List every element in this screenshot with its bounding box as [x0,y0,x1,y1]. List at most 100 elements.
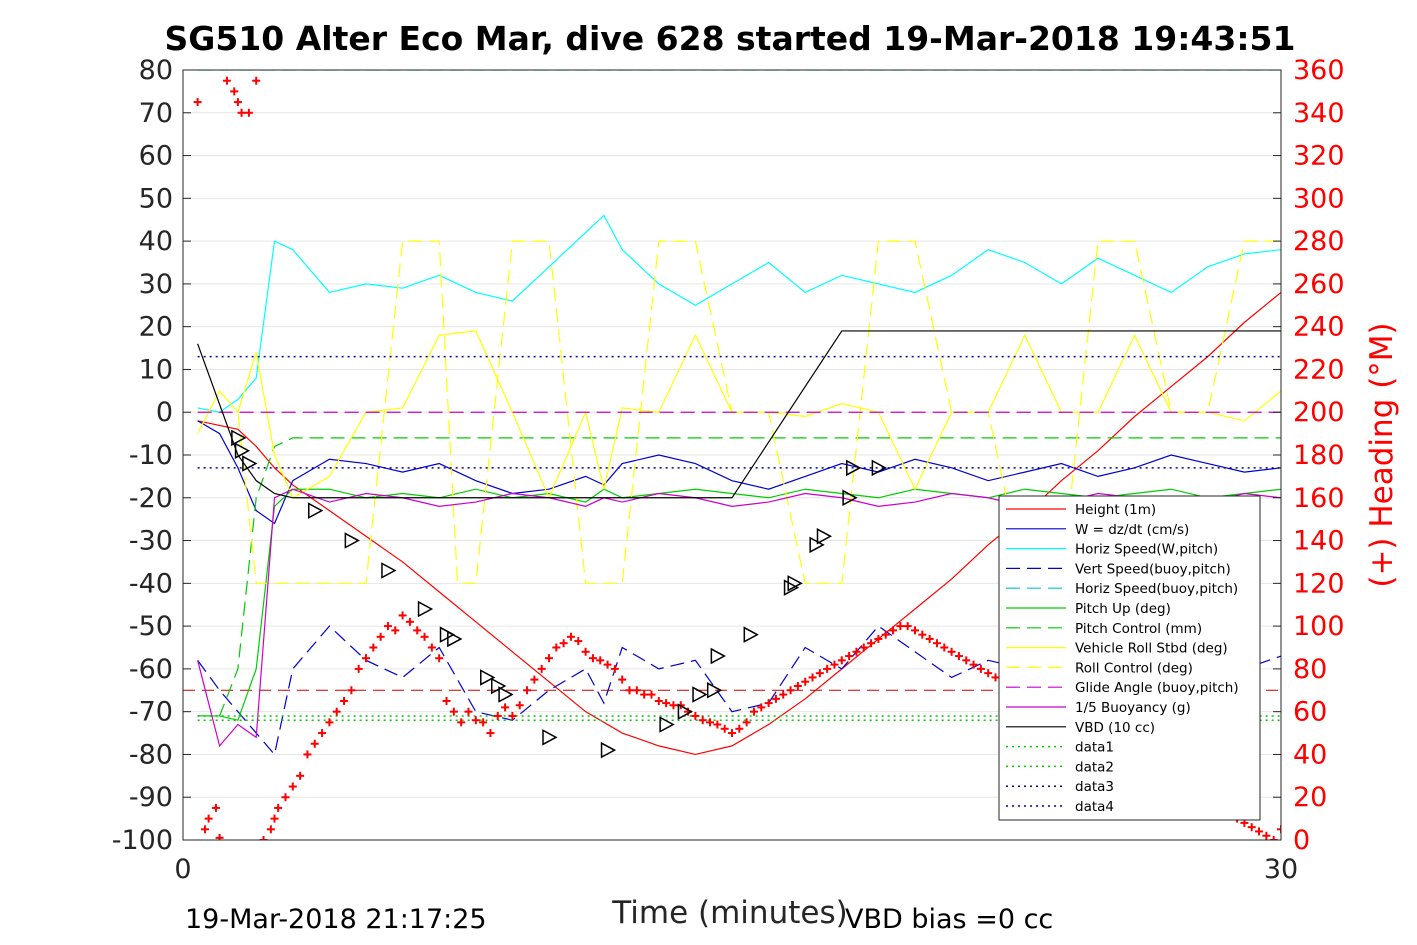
legend-label: Horiz Speed(buoy,pitch) [1075,581,1238,597]
left-tick-label: -40 [129,568,173,599]
heading-point [413,626,422,635]
heading-point [852,647,861,656]
left-tick-label: -80 [129,739,173,770]
right-tick-label: 360 [1293,55,1345,86]
triangle-marker [447,630,463,648]
heading-point [1247,823,1256,832]
heading-point [566,632,575,641]
heading-point [662,699,671,708]
series-line [197,240,1281,584]
heading-point [640,690,649,699]
left-tick-label: -30 [129,526,173,557]
heading-point [911,626,919,635]
right-tick-label: 300 [1293,183,1345,214]
heading-point [362,654,370,663]
heading-point [200,825,209,834]
x-tick-label: 0 [174,854,191,885]
heading-point [508,711,517,720]
heading-point [713,720,722,729]
heading-point [383,622,392,631]
heading-point [940,643,949,652]
x-axis-ticks: 0 30 [174,854,1298,885]
heading-point [274,803,283,812]
heading-point [471,716,480,725]
heading-point [596,656,605,665]
heading-point [1269,836,1278,840]
legend-label: Horiz Speed(W,pitch) [1075,542,1218,558]
right-tick-label: 220 [1293,354,1345,385]
legend-label: data1 [1075,740,1114,756]
heading-point [962,656,971,665]
heading-point [969,660,978,669]
heading-point [340,696,349,705]
heading-point [1255,827,1264,836]
heading-point [523,686,532,695]
triangle-marker [871,459,887,477]
triangle-marker [417,600,434,618]
heading-point [735,724,744,733]
right-axis-label: (+) Heading (°M) [1364,322,1400,587]
heading-point [932,639,941,648]
series-line [197,214,1281,413]
heading-point [391,626,400,635]
triangle-marker [659,716,675,733]
triangle-marker [308,502,324,519]
heading-point [464,707,473,716]
heading-point [728,729,736,738]
heading-point [233,98,242,107]
left-tick-label: -50 [129,611,173,642]
heading-point [669,701,678,710]
legend-label: Glide Angle (buoy,pitch) [1075,680,1239,696]
heading-point [559,639,568,648]
heading-point [625,686,634,695]
right-tick-label: 160 [1293,483,1345,514]
left-tick-label: -70 [129,697,173,728]
heading-point [903,622,912,631]
x-axis-label: Time (minutes) [611,895,847,931]
heading-point [244,108,253,117]
heading-point [764,699,773,708]
triangle-marker [491,677,507,695]
triangle-marker [783,579,800,596]
heading-point [204,814,213,823]
heading-point [632,686,641,695]
heading-point [281,793,290,802]
legend-label: W = dz/dt (cm/s) [1075,522,1189,538]
triangle-marker [381,562,397,579]
heading-point [691,711,700,720]
left-tick-label: -60 [129,654,173,685]
heading-point [808,673,817,682]
heading-point [501,703,510,712]
left-tick-label: -100 [112,825,173,856]
heading-point [647,690,656,699]
heading-point [420,632,429,641]
triangle-marker [677,703,694,720]
heading-point [259,836,268,840]
triangle-marker [542,729,558,746]
triangle-marker [809,536,825,554]
heading-point [427,643,436,652]
heading-point [193,98,202,107]
right-tick-label: 40 [1293,739,1327,770]
legend-label: data4 [1075,799,1114,815]
legend-label: Roll Control (deg) [1075,660,1193,676]
footer-timestamp: 19-Mar-2018 21:17:25 [185,904,487,935]
left-tick-label: 30 [139,269,173,300]
x-tick-label: 30 [1264,854,1298,885]
heading-point [230,87,239,96]
heading-point [837,656,846,665]
heading-point [1262,831,1271,840]
marker-layer [231,429,887,759]
heading-point [757,703,766,712]
right-tick-label: 200 [1293,397,1345,428]
series-line [197,437,1281,717]
heading-point [211,803,220,812]
heading-point [398,611,407,620]
legend-label: VBD (10 cc) [1075,720,1155,736]
right-tick-label: 100 [1293,611,1345,642]
left-tick-label: 20 [139,312,173,343]
heading-point [603,660,612,669]
triangle-marker [846,459,862,477]
heading-point [801,677,810,686]
